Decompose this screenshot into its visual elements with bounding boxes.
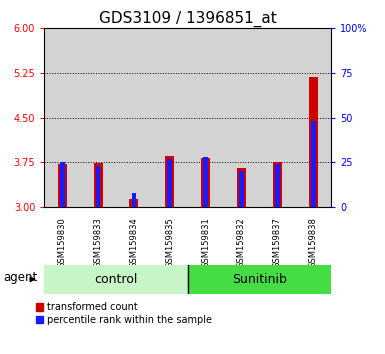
- Text: GSM159834: GSM159834: [129, 217, 139, 268]
- Text: GSM159830: GSM159830: [58, 217, 67, 268]
- Bar: [60, 162, 65, 207]
- Text: agent: agent: [3, 272, 38, 284]
- Bar: [116, 28, 152, 207]
- Bar: [273, 162, 282, 207]
- Text: GSM159837: GSM159837: [273, 217, 282, 268]
- Bar: [188, 265, 331, 294]
- Text: GSM159838: GSM159838: [309, 217, 318, 268]
- Bar: [94, 163, 102, 207]
- Bar: [152, 28, 188, 207]
- Bar: [132, 193, 136, 207]
- Bar: [188, 28, 224, 207]
- Bar: [224, 28, 259, 207]
- Text: Sunitinib: Sunitinib: [232, 273, 287, 286]
- Bar: [275, 164, 280, 207]
- Text: GSM159832: GSM159832: [237, 217, 246, 268]
- Bar: [237, 169, 246, 207]
- Bar: [309, 77, 318, 207]
- Text: GSM159831: GSM159831: [201, 217, 210, 268]
- Bar: [96, 166, 100, 207]
- Bar: [203, 157, 208, 207]
- Bar: [44, 28, 80, 207]
- Bar: [44, 265, 188, 294]
- Bar: [165, 156, 174, 207]
- Legend: transformed count, percentile rank within the sample: transformed count, percentile rank withi…: [36, 302, 213, 325]
- Bar: [259, 28, 295, 207]
- Bar: [167, 159, 172, 207]
- Title: GDS3109 / 1396851_at: GDS3109 / 1396851_at: [99, 11, 276, 27]
- Bar: [295, 28, 331, 207]
- Bar: [129, 199, 138, 207]
- Text: GSM159833: GSM159833: [94, 217, 102, 268]
- Bar: [311, 121, 315, 207]
- Bar: [239, 171, 244, 207]
- Text: control: control: [94, 273, 138, 286]
- Bar: [58, 164, 67, 207]
- Text: GSM159835: GSM159835: [165, 217, 174, 268]
- Bar: [80, 28, 116, 207]
- Bar: [201, 158, 210, 207]
